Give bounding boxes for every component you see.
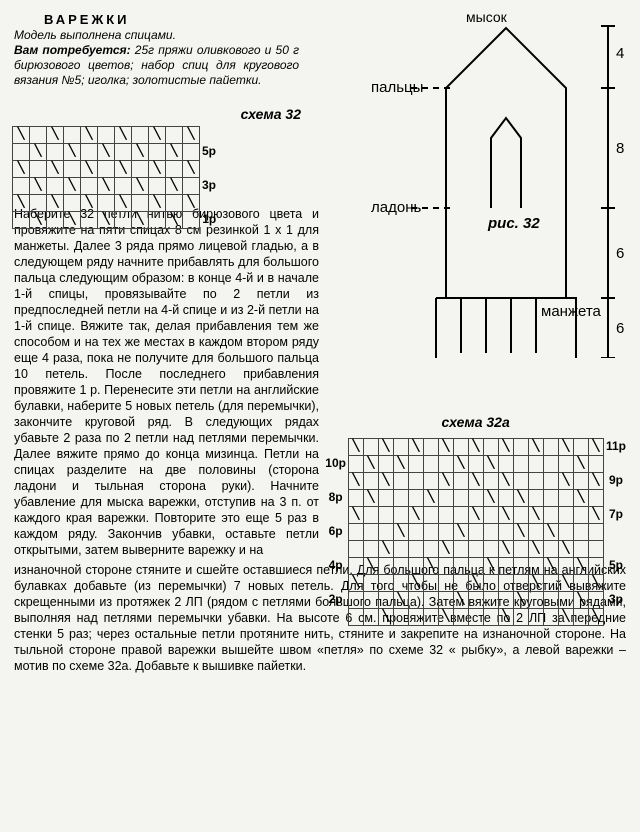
schema32-label: схема 32 xyxy=(12,106,301,124)
intro-block: ВАРЕЖКИ Модель выполнена спицами. Вам по… xyxy=(14,12,299,88)
fig-label: рис. 32 xyxy=(487,215,540,232)
fingers-label: пальцы xyxy=(371,79,423,96)
h3: 6 xyxy=(616,245,624,262)
materials: Вам потребуется: 25г пряжи оливкового и … xyxy=(14,43,299,88)
cuff-label: манжета xyxy=(541,303,602,320)
tip-label: мысок xyxy=(466,9,508,25)
h4: 6 xyxy=(616,320,624,337)
need-label: Вам потребуется: xyxy=(14,43,131,57)
palm-label: ладонь xyxy=(371,199,421,216)
schema32a-label: схема 32а xyxy=(323,414,628,432)
h1: 4 xyxy=(616,45,624,62)
mitten-diagram: мысок пальцы ладонь манжета рис. 32 4 8 … xyxy=(316,8,626,358)
chart-32a: схема 32а ╲╲╲╲╲╲╲╲╲11р10р╲╲╲╲╲╲╲╲╲╲╲╲9р8… xyxy=(323,414,628,626)
model-line: Модель выполнена спицами. xyxy=(14,28,299,43)
chart-32: схема 32 ╲╲╲╲╲╲╲╲╲╲╲5р╲╲╲╲╲╲╲╲╲╲╲3р╲╲╲╲╲… xyxy=(12,106,219,229)
h2: 8 xyxy=(616,140,624,157)
page-title: ВАРЕЖКИ xyxy=(44,12,299,28)
body-text-column: Наберите 32 петли нитью бирюзового цвета… xyxy=(14,206,319,558)
